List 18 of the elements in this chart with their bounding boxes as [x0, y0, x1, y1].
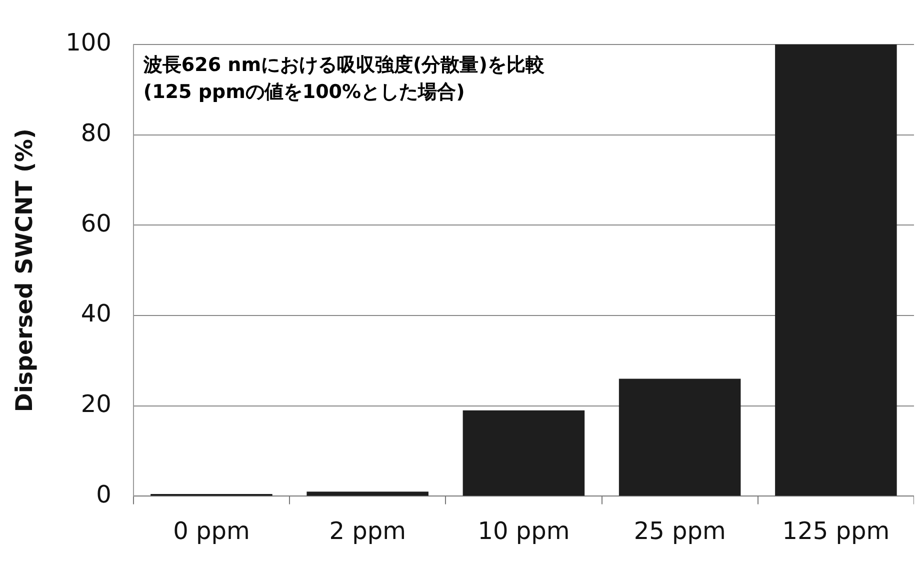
- annotation: (125 ppmの値を100%とした場合): [143, 80, 465, 103]
- y-tick-label: 100: [66, 28, 112, 57]
- y-tick-label: 80: [80, 118, 112, 147]
- y-tick-label: 60: [80, 209, 112, 238]
- y-tick-label: 20: [80, 390, 112, 418]
- y-tick-label: 40: [80, 300, 112, 328]
- bar: [775, 44, 897, 496]
- bar: [306, 492, 428, 496]
- y-tick-label: 0: [96, 480, 112, 508]
- x-tick-label: 10 ppm: [478, 516, 570, 545]
- annotation: 波長626 nmにおける吸収強度(分散量)を比較: [142, 54, 546, 76]
- bar: [462, 410, 585, 496]
- x-tick-label: 125 ppm: [782, 516, 890, 545]
- x-tick-label: 0 ppm: [173, 516, 250, 545]
- bar: [618, 378, 741, 496]
- x-tick-label: 2 ppm: [329, 516, 406, 545]
- y-axis-title: Dispersed SWCNT (%): [12, 128, 38, 412]
- x-tick-label: 25 ppm: [634, 516, 726, 545]
